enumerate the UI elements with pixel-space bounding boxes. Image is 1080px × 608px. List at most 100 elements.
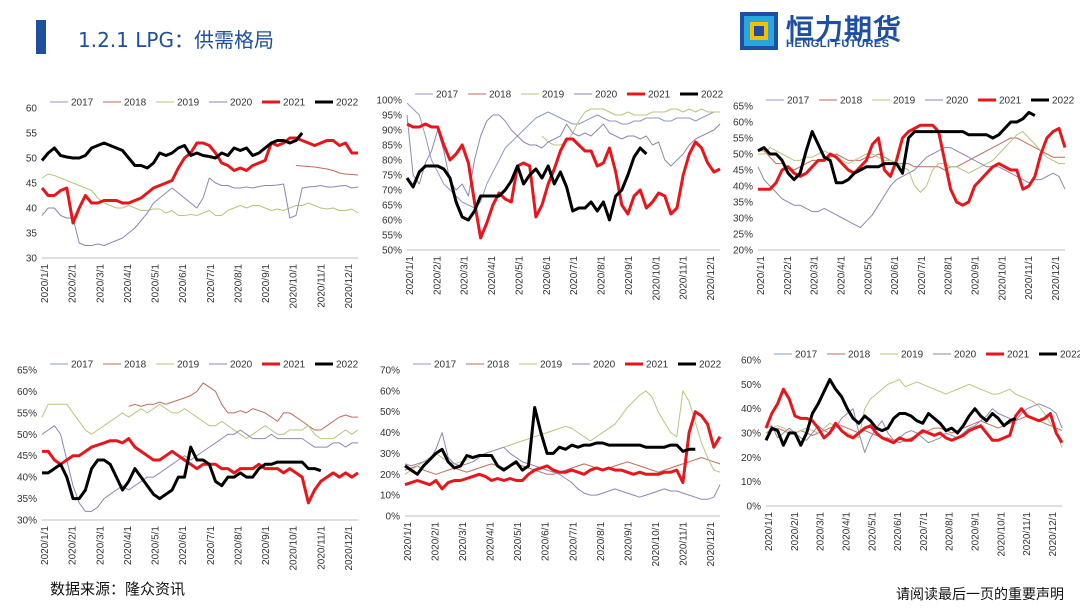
logo-chinese-text: 恒力期货 (786, 13, 903, 46)
x-tick-label: 2020/6/1 (893, 512, 904, 551)
y-tick-label: 40% (17, 473, 37, 484)
series-line-2021 (758, 123, 1067, 207)
x-tick-label: 2020/5/1 (514, 256, 525, 295)
x-tick-label: 2020/2/1 (68, 526, 79, 565)
x-tick-label: 2020/2/1 (783, 256, 794, 295)
y-tick-label: 80% (382, 156, 402, 167)
y-tick-label: 40% (733, 182, 753, 193)
x-tick-label: 2020/11/1 (316, 264, 327, 308)
x-tick-label: 2020/5/1 (863, 256, 874, 295)
legend-label-2019: 2019 (901, 350, 924, 361)
legend-label-2021: 2021 (646, 360, 669, 371)
legend-label-2019: 2019 (542, 90, 565, 101)
x-tick-label: 2020/5/1 (867, 512, 878, 551)
y-tick-label: 55 (26, 129, 38, 140)
hengli-logo: 恒力期货 HENGLI FUTURES (740, 10, 940, 54)
x-tick-label: 2020/7/1 (206, 526, 217, 565)
y-tick-label: 10% (741, 477, 761, 488)
legend-label-2020: 2020 (954, 350, 977, 361)
y-tick-label: 0% (386, 512, 401, 523)
x-tick-label: 2020/11/1 (1024, 256, 1035, 300)
legend-label-2018: 2018 (848, 350, 871, 361)
legend-label-2019: 2019 (540, 360, 563, 371)
series-line-2020 (41, 177, 359, 246)
x-tick-label: 2020/7/1 (206, 264, 217, 303)
series-line-2022 (40, 132, 304, 170)
y-tick-label: 60% (733, 118, 753, 129)
series-line-2021 (764, 387, 1064, 445)
x-tick-label: 2020/1/1 (405, 256, 416, 295)
data-source-note: 数据来源：隆众资讯 (50, 580, 186, 598)
legend-label-2022: 2022 (1060, 350, 1080, 361)
legend-label-2021: 2021 (648, 90, 671, 101)
x-tick-label: 2020/12/1 (344, 526, 355, 571)
legend-label-2018: 2018 (489, 90, 512, 101)
y-tick-label: 85% (382, 141, 402, 152)
disclaimer-note: 请阅读最后一页的重要声明 (896, 587, 1064, 603)
legend-label-2021: 2021 (999, 96, 1022, 107)
y-tick-label: 55% (733, 134, 753, 145)
x-tick-label: 2020/7/1 (919, 512, 930, 551)
y-tick-label: 45% (17, 451, 37, 462)
series-line-2021 (40, 136, 358, 225)
y-tick-label: 50% (380, 407, 400, 418)
x-tick-label: 2020/4/1 (841, 512, 852, 551)
y-tick-label: 30% (741, 429, 761, 440)
x-tick-label: 2020/3/1 (460, 256, 471, 295)
y-tick-label: 60% (741, 356, 761, 367)
y-tick-label: 70% (380, 366, 400, 377)
x-tick-label: 2020/10/1 (651, 522, 662, 567)
x-tick-label: 2020/4/1 (836, 256, 847, 295)
x-tick-label: 2020/10/1 (289, 264, 300, 309)
x-tick-label: 2020/4/1 (487, 256, 498, 295)
series-line-2019 (541, 108, 720, 146)
y-tick-label: 45 (26, 179, 38, 190)
y-tick-label: 65% (17, 366, 37, 377)
y-tick-label: 60% (380, 386, 400, 397)
x-tick-label: 2020/5/1 (151, 526, 162, 565)
x-tick-label: 2020/3/1 (810, 256, 821, 295)
legend-label-2020: 2020 (230, 360, 253, 371)
x-tick-label: 2020/12/1 (706, 522, 717, 567)
y-tick-label: 50 (26, 154, 38, 165)
y-tick-label: 60% (17, 387, 37, 398)
y-tick-label: 60% (382, 216, 402, 227)
x-tick-label: 2020/11/1 (316, 526, 327, 570)
x-tick-label: 2020/2/1 (68, 264, 79, 303)
series-line-2017 (406, 102, 720, 209)
legend-label-2017: 2017 (434, 360, 457, 371)
y-tick-label: 30% (17, 516, 37, 527)
y-tick-label: 100% (376, 96, 402, 107)
series-line-2020 (41, 425, 358, 512)
series-line-2019 (41, 173, 359, 216)
x-tick-label: 2020/11/1 (1022, 512, 1033, 556)
x-tick-label: 2020/9/1 (624, 256, 635, 295)
y-tick-label: 40 (26, 204, 38, 215)
x-tick-label: 2020/9/1 (971, 512, 982, 551)
x-tick-label: 2020/10/1 (651, 256, 662, 301)
x-tick-label: 2020/8/1 (233, 526, 244, 565)
series-line-2022 (404, 406, 696, 476)
series-line-2022 (764, 378, 1017, 447)
legend-label-2018: 2018 (124, 360, 147, 371)
x-tick-label: 2020/4/1 (123, 264, 134, 303)
y-tick-label: 10% (380, 491, 400, 502)
series-line-2020 (757, 147, 1066, 229)
x-tick-label: 2020/10/1 (997, 256, 1008, 301)
x-tick-label: 2020/5/1 (151, 264, 162, 303)
legend-label-2022: 2022 (699, 360, 722, 371)
x-tick-label: 2020/12/1 (1048, 512, 1059, 557)
legend-label-2020: 2020 (593, 360, 616, 371)
hengli-logo-icon (740, 12, 778, 50)
series-line-2018 (128, 382, 358, 431)
x-tick-label: 2020/7/1 (917, 256, 928, 295)
legend-label-2018: 2018 (840, 96, 863, 107)
y-tick-label: 25% (733, 230, 753, 241)
y-tick-label: 35 (26, 229, 38, 240)
title-accent-bar (36, 20, 46, 54)
y-tick-label: 30% (380, 449, 400, 460)
y-tick-label: 90% (382, 126, 402, 137)
x-tick-label: 2020/8/1 (596, 522, 607, 561)
legend-label-2019: 2019 (893, 96, 916, 107)
y-tick-label: 65% (733, 102, 753, 113)
